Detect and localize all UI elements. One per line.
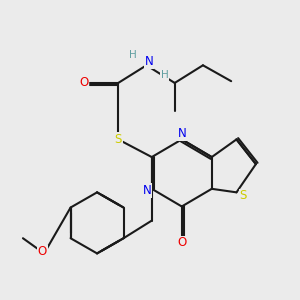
Text: O: O <box>38 245 47 258</box>
Text: S: S <box>239 189 247 203</box>
Text: S: S <box>115 133 122 146</box>
Text: N: N <box>143 184 152 197</box>
Text: O: O <box>177 236 186 249</box>
Text: N: N <box>177 127 186 140</box>
Text: O: O <box>79 76 88 89</box>
Text: H: H <box>129 50 137 60</box>
Text: H: H <box>161 70 169 80</box>
Text: N: N <box>145 55 154 68</box>
